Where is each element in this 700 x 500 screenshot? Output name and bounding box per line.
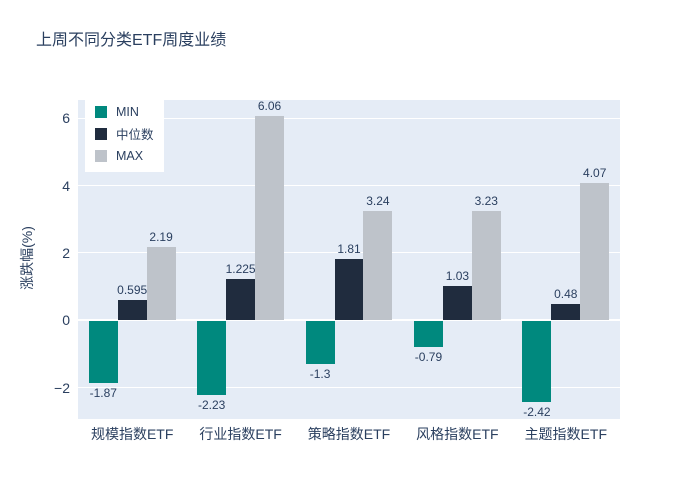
bar-MAX-主题指数ETF[interactable] [580, 183, 610, 321]
bar-value-label: 3.24 [366, 194, 390, 209]
bar-value-label: 3.23 [474, 194, 498, 209]
bar-value-label: 2.19 [149, 229, 173, 244]
gridline [78, 185, 620, 187]
bar-value-label: -1.3 [309, 367, 331, 382]
bar-value-label: -0.79 [414, 349, 443, 364]
bar-MIN-规模指数ETF[interactable] [88, 321, 118, 384]
x-tick-label: 规模指数ETF [90, 426, 174, 442]
y-tick-label: 2 [62, 244, 70, 261]
bar-value-label: 6.06 [257, 99, 282, 114]
bar-中位数-主题指数ETF[interactable] [551, 304, 581, 321]
gridline [78, 252, 620, 254]
bar-value-label: 1.225 [225, 262, 256, 277]
bar-value-label: 0.595 [117, 283, 148, 298]
legend: MIN 中位数 MAX [85, 95, 164, 172]
legend-swatch-median [95, 127, 107, 140]
bar-中位数-风格指数ETF[interactable] [442, 285, 472, 321]
chart-title: 上周不同分类ETF周度业绩 [36, 32, 227, 49]
bar-value-label: -1.87 [89, 386, 117, 401]
bar-MIN-策略指数ETF[interactable] [305, 321, 335, 365]
legend-item-max[interactable]: MAX [85, 146, 164, 165]
legend-label-max: MAX [116, 148, 144, 163]
x-tick-label: 策略指数ETF [307, 426, 391, 442]
plot-area: -1.87 0.595 2.19 -2.23 1.225 6.06 -1.3 1.81 3.24… [78, 99, 620, 419]
bar-MIN-风格指数ETF[interactable] [414, 321, 443, 347]
y-tick-label: 0 [62, 312, 70, 329]
x-tick-label: 行业指数ETF [199, 426, 282, 442]
legend-label-median: 中位数 [116, 128, 154, 142]
gridline [78, 117, 620, 119]
bar-value-label: 4.07 [583, 166, 607, 181]
y-tick-label: 6 [62, 110, 70, 127]
bar-MAX-规模指数ETF[interactable] [146, 246, 176, 321]
zero-gridline [78, 319, 620, 322]
bar-value-label: -2.42 [523, 404, 551, 419]
legend-swatch-max [95, 149, 107, 162]
bar-MAX-行业指数ETF[interactable] [255, 116, 284, 321]
bar-中位数-策略指数ETF[interactable] [334, 259, 364, 321]
x-tick-label: 风格指数ETF [416, 426, 499, 442]
bar-value-label: 1.81 [337, 242, 361, 257]
bar-MAX-策略指数ETF[interactable] [363, 211, 393, 321]
bar-MAX-风格指数ETF[interactable] [471, 211, 501, 321]
legend-label-min: MIN [116, 104, 139, 119]
legend-item-median[interactable]: 中位数 [85, 124, 164, 143]
gridline [78, 387, 620, 389]
bar-中位数-规模指数ETF[interactable] [117, 300, 147, 321]
bar-MIN-行业指数ETF[interactable] [197, 321, 227, 396]
bar-中位数-行业指数ETF[interactable] [226, 279, 256, 321]
legend-swatch-min [95, 105, 107, 118]
bar-value-label: 0.48 [554, 287, 578, 302]
legend-item-min[interactable]: MIN [85, 102, 164, 121]
bar-value-label: -2.23 [198, 398, 226, 413]
bar-MIN-主题指数ETF[interactable] [522, 321, 552, 402]
bar-value-label: 1.03 [445, 268, 470, 283]
y-tick-label: 4 [62, 177, 70, 194]
x-tick-label: 主题指数ETF [524, 426, 608, 442]
y-tick-label: −2 [54, 379, 70, 396]
